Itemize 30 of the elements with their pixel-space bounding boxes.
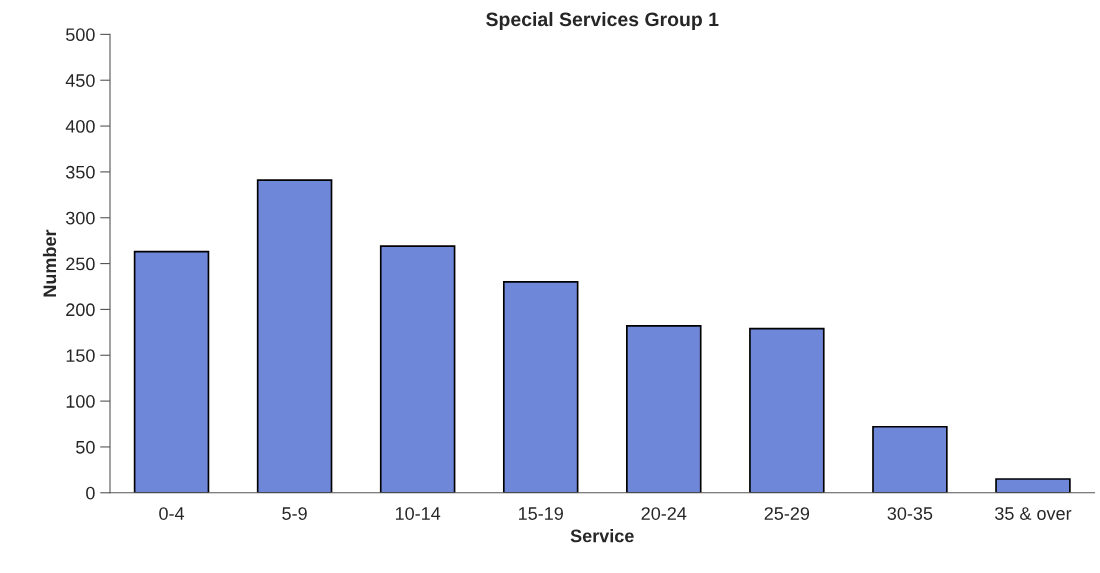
y-axis-title: Number [42, 229, 57, 297]
bar [995, 478, 1071, 493]
y-tick-label: 300 [65, 211, 95, 225]
bar [872, 425, 948, 493]
bar [256, 179, 333, 493]
y-tick-label: 0 [86, 486, 95, 500]
x-tick-label: 35 & over [995, 507, 1072, 520]
y-tick-label: 350 [65, 165, 95, 179]
x-tick-label: 15-19 [519, 507, 563, 520]
y-tick-label: 450 [65, 74, 95, 87]
bar [133, 250, 210, 493]
x-tick-label: 5-9 [282, 507, 307, 520]
y-tick-label: 100 [66, 395, 95, 408]
bar [626, 325, 702, 493]
x-tick-label: 25-29 [764, 507, 810, 520]
y-tick-label: 500 [66, 28, 95, 42]
x-tick-label: 20-24 [641, 507, 687, 520]
bar [502, 281, 579, 493]
x-tick-label: 0-4 [159, 507, 185, 520]
x-axis-title: Service [570, 529, 634, 543]
y-tick-label: 200 [66, 303, 95, 317]
x-tick-label: 10-14 [395, 507, 441, 520]
y-tick-label: 400 [65, 119, 95, 133]
chart-title: Special Services Group 1 [486, 11, 719, 31]
bar [379, 245, 456, 493]
y-tick-label: 50 [76, 440, 95, 454]
y-tick-label: 150 [66, 349, 95, 362]
y-tick-label: 250 [66, 257, 95, 271]
x-tick-label: 30-35 [887, 507, 933, 520]
bar [749, 327, 825, 493]
